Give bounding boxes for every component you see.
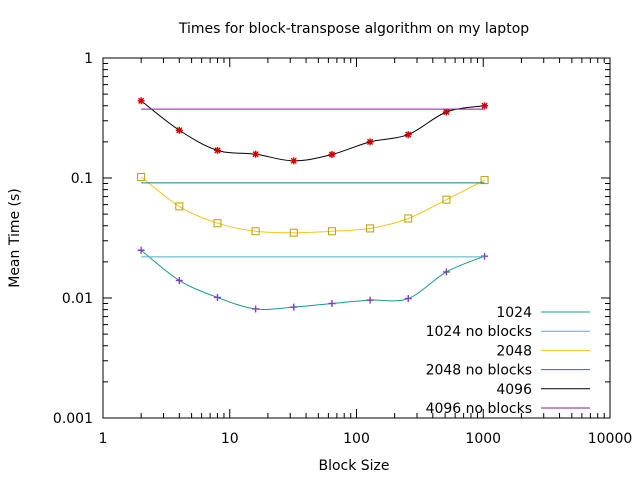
x-axis-label: Block Size [318, 458, 389, 474]
series-4-point-6 [366, 138, 374, 146]
series-4 [137, 97, 489, 165]
legend-label-5: 4096 no blocks [426, 401, 532, 417]
series-0-point-8 [442, 268, 450, 276]
x-tick-label-2: 100 [343, 431, 370, 447]
legend-entry-2: 2048 [496, 343, 590, 359]
legend-entry-5: 4096 no blocks [426, 401, 590, 417]
series-4-line [140, 100, 485, 162]
y-tick-label-2: 0.1 [71, 171, 93, 187]
series-2-point-7 [404, 214, 413, 223]
legend-label-4: 4096 [496, 382, 532, 398]
series-4-point-3 [252, 150, 260, 158]
series-0-point-9 [481, 252, 489, 260]
series-4-point-9 [481, 102, 489, 110]
y-axis-label: Mean Time (s) [7, 188, 23, 288]
y-tick-label-0: 0.001 [53, 411, 93, 427]
series-0-point-0 [137, 246, 145, 254]
y-tick-label-1: 0.01 [62, 291, 93, 307]
legend-entry-1: 1024 no blocks [426, 324, 590, 340]
series-4-point-1 [175, 126, 183, 134]
series-0-point-6 [366, 296, 374, 304]
chart-title: Times for block-transpose algorithm on m… [178, 21, 529, 37]
legend-label-0: 1024 [496, 305, 532, 321]
x-tick-label-1: 10 [221, 431, 239, 447]
legend-entry-4: 4096 [496, 382, 590, 398]
series-2-point-8 [442, 195, 451, 204]
series-4-point-0 [137, 97, 145, 105]
series-0-point-5 [328, 299, 336, 307]
series-0-point-2 [213, 293, 221, 301]
legend-label-2: 2048 [496, 343, 532, 359]
series-0-line [140, 249, 485, 310]
series-2-point-6 [366, 224, 375, 233]
series-2-line [140, 176, 485, 234]
series-2 [137, 172, 489, 237]
legend-label-1: 1024 no blocks [426, 324, 532, 340]
plot-frame [102, 57, 611, 419]
x-tick-label-3: 1000 [465, 431, 501, 447]
series-0-point-7 [404, 295, 412, 303]
axis-ticks: 1 10 100 1000 10000 0.001 0.01 0.1 1 [53, 51, 632, 447]
legend: 1024 1024 no blocks 2048 2048 no blocks 4096… [426, 305, 590, 417]
series-4-point-5 [328, 150, 336, 158]
series-2-point-4 [289, 228, 298, 237]
series-0-point-4 [290, 303, 298, 311]
series-2-point-1 [175, 202, 184, 211]
series-layer [137, 97, 489, 313]
x-tick-label-0: 1 [99, 431, 108, 447]
series-4-point-8 [442, 108, 450, 116]
legend-entry-3: 2048 no blocks [426, 363, 590, 379]
series-2-point-0 [137, 172, 146, 181]
legend-entry-0: 1024 [496, 305, 590, 321]
series-2-point-5 [327, 227, 336, 236]
legend-label-3: 2048 no blocks [426, 363, 532, 379]
series-4-point-4 [290, 157, 298, 165]
y-tick-label-3: 1 [84, 51, 93, 67]
series-0-point-1 [175, 276, 183, 284]
series-4-point-7 [404, 131, 412, 139]
series-2-point-3 [251, 227, 260, 236]
x-tick-label-4: 10000 [588, 431, 633, 447]
series-2-point-2 [213, 219, 222, 228]
series-4-point-2 [213, 146, 221, 154]
series-0 [137, 246, 489, 313]
series-2-point-9 [480, 176, 489, 185]
series-0-point-3 [252, 305, 260, 313]
